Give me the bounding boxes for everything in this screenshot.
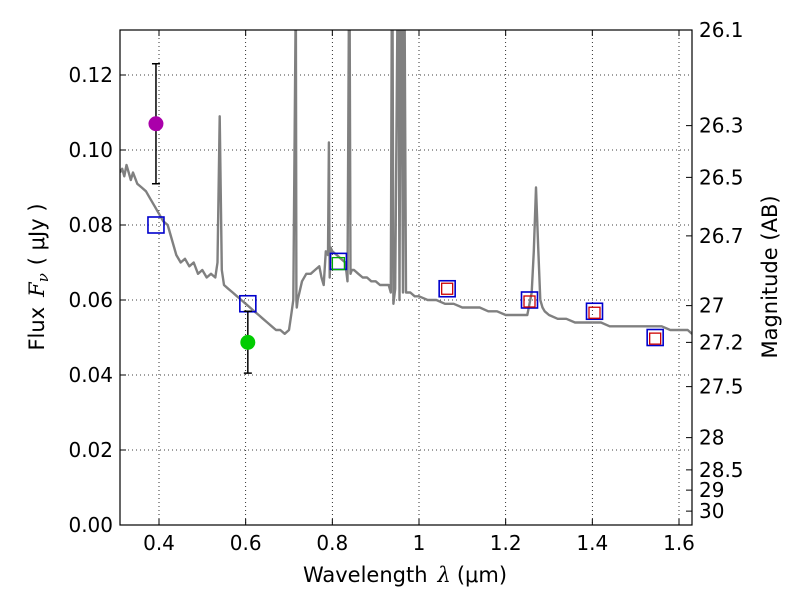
- y-axis-title: FluxFν( μJy ): [25, 203, 52, 350]
- y-tick-label: 0.08: [68, 213, 113, 237]
- y2-tick-label: 27.2: [699, 330, 744, 354]
- y-tick-label: 0.10: [68, 138, 113, 162]
- y2-tick-label: 28: [699, 426, 724, 450]
- data-point: [148, 116, 164, 132]
- observed-square-green: [331, 256, 346, 271]
- y2-tick-label: 29: [699, 478, 724, 502]
- model-square: [147, 216, 165, 234]
- y2-tick-label: 26.5: [699, 165, 744, 189]
- model-square: [438, 279, 456, 298]
- plot-frame: [119, 29, 693, 526]
- x-tick-label: 1.2: [490, 531, 522, 555]
- y-tick-label: 0.00: [68, 513, 113, 537]
- y2-tick-label: 30: [699, 499, 724, 523]
- y2-tick-label: 26.3: [699, 114, 744, 138]
- y-tick-label: 0.06: [68, 288, 113, 312]
- observed-square: [523, 295, 536, 308]
- plot-area: [120, 30, 692, 374]
- spectrum-line: [120, 30, 692, 335]
- x-tick-label: 1.6: [663, 531, 695, 555]
- y2-tick-label: 28.5: [699, 458, 744, 482]
- x-axis-title: Wavelength λ (μm): [303, 563, 507, 587]
- y-tick-label: 0.02: [68, 438, 113, 462]
- y2-tick-label: 26.1: [699, 18, 744, 42]
- y-tick-label: 0.04: [68, 363, 113, 387]
- observed-square: [588, 306, 601, 319]
- model-square: [520, 291, 539, 309]
- model-square: [646, 328, 664, 347]
- axis-tick-labels: 0.4 0.6 0.8 1 1.2 1.4 1.6 0.00 0.02 0.04 0.06 0.08 0…: [68, 18, 743, 555]
- observed-square: [441, 282, 454, 295]
- y-tick-label: 0.12: [68, 63, 113, 87]
- x-tick-label: 0.8: [316, 531, 348, 555]
- y2-tick-label: 27: [699, 294, 724, 318]
- model-square: [585, 302, 604, 321]
- observed-square: [649, 332, 662, 345]
- x-tick-label: 0.4: [143, 531, 175, 555]
- y2-tick-label: 26.7: [699, 224, 744, 248]
- y2-axis-title: Magnitude (AB): [758, 195, 782, 358]
- data-point: [240, 334, 256, 350]
- axis-ticks: [120, 29, 692, 526]
- x-tick-label: 1.4: [576, 531, 608, 555]
- x-tick-label: 1: [413, 531, 426, 555]
- x-tick-label: 0.6: [230, 531, 262, 555]
- y2-tick-label: 27.5: [699, 375, 744, 399]
